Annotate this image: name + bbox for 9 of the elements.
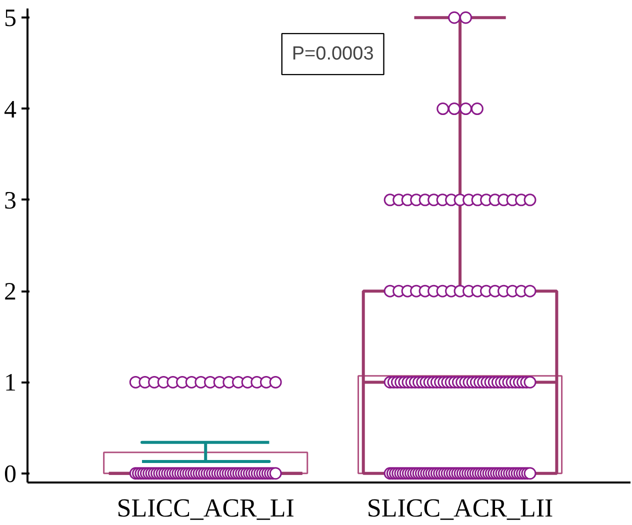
x-tick-label: SLICC_ACR_LI [116, 494, 294, 522]
annotation: P=0.0003 [292, 44, 374, 65]
y-tick-label: 0 [4, 460, 16, 488]
y-tick-label: 1 [4, 370, 16, 397]
y-tick-label: 3 [4, 187, 16, 214]
x-tick-label: SLICC_ACR_LII [366, 494, 554, 522]
y-tick-label: 2 [4, 278, 16, 306]
y-tick-label: 4 [4, 96, 17, 124]
y-tick-label: 5 [4, 5, 16, 32]
